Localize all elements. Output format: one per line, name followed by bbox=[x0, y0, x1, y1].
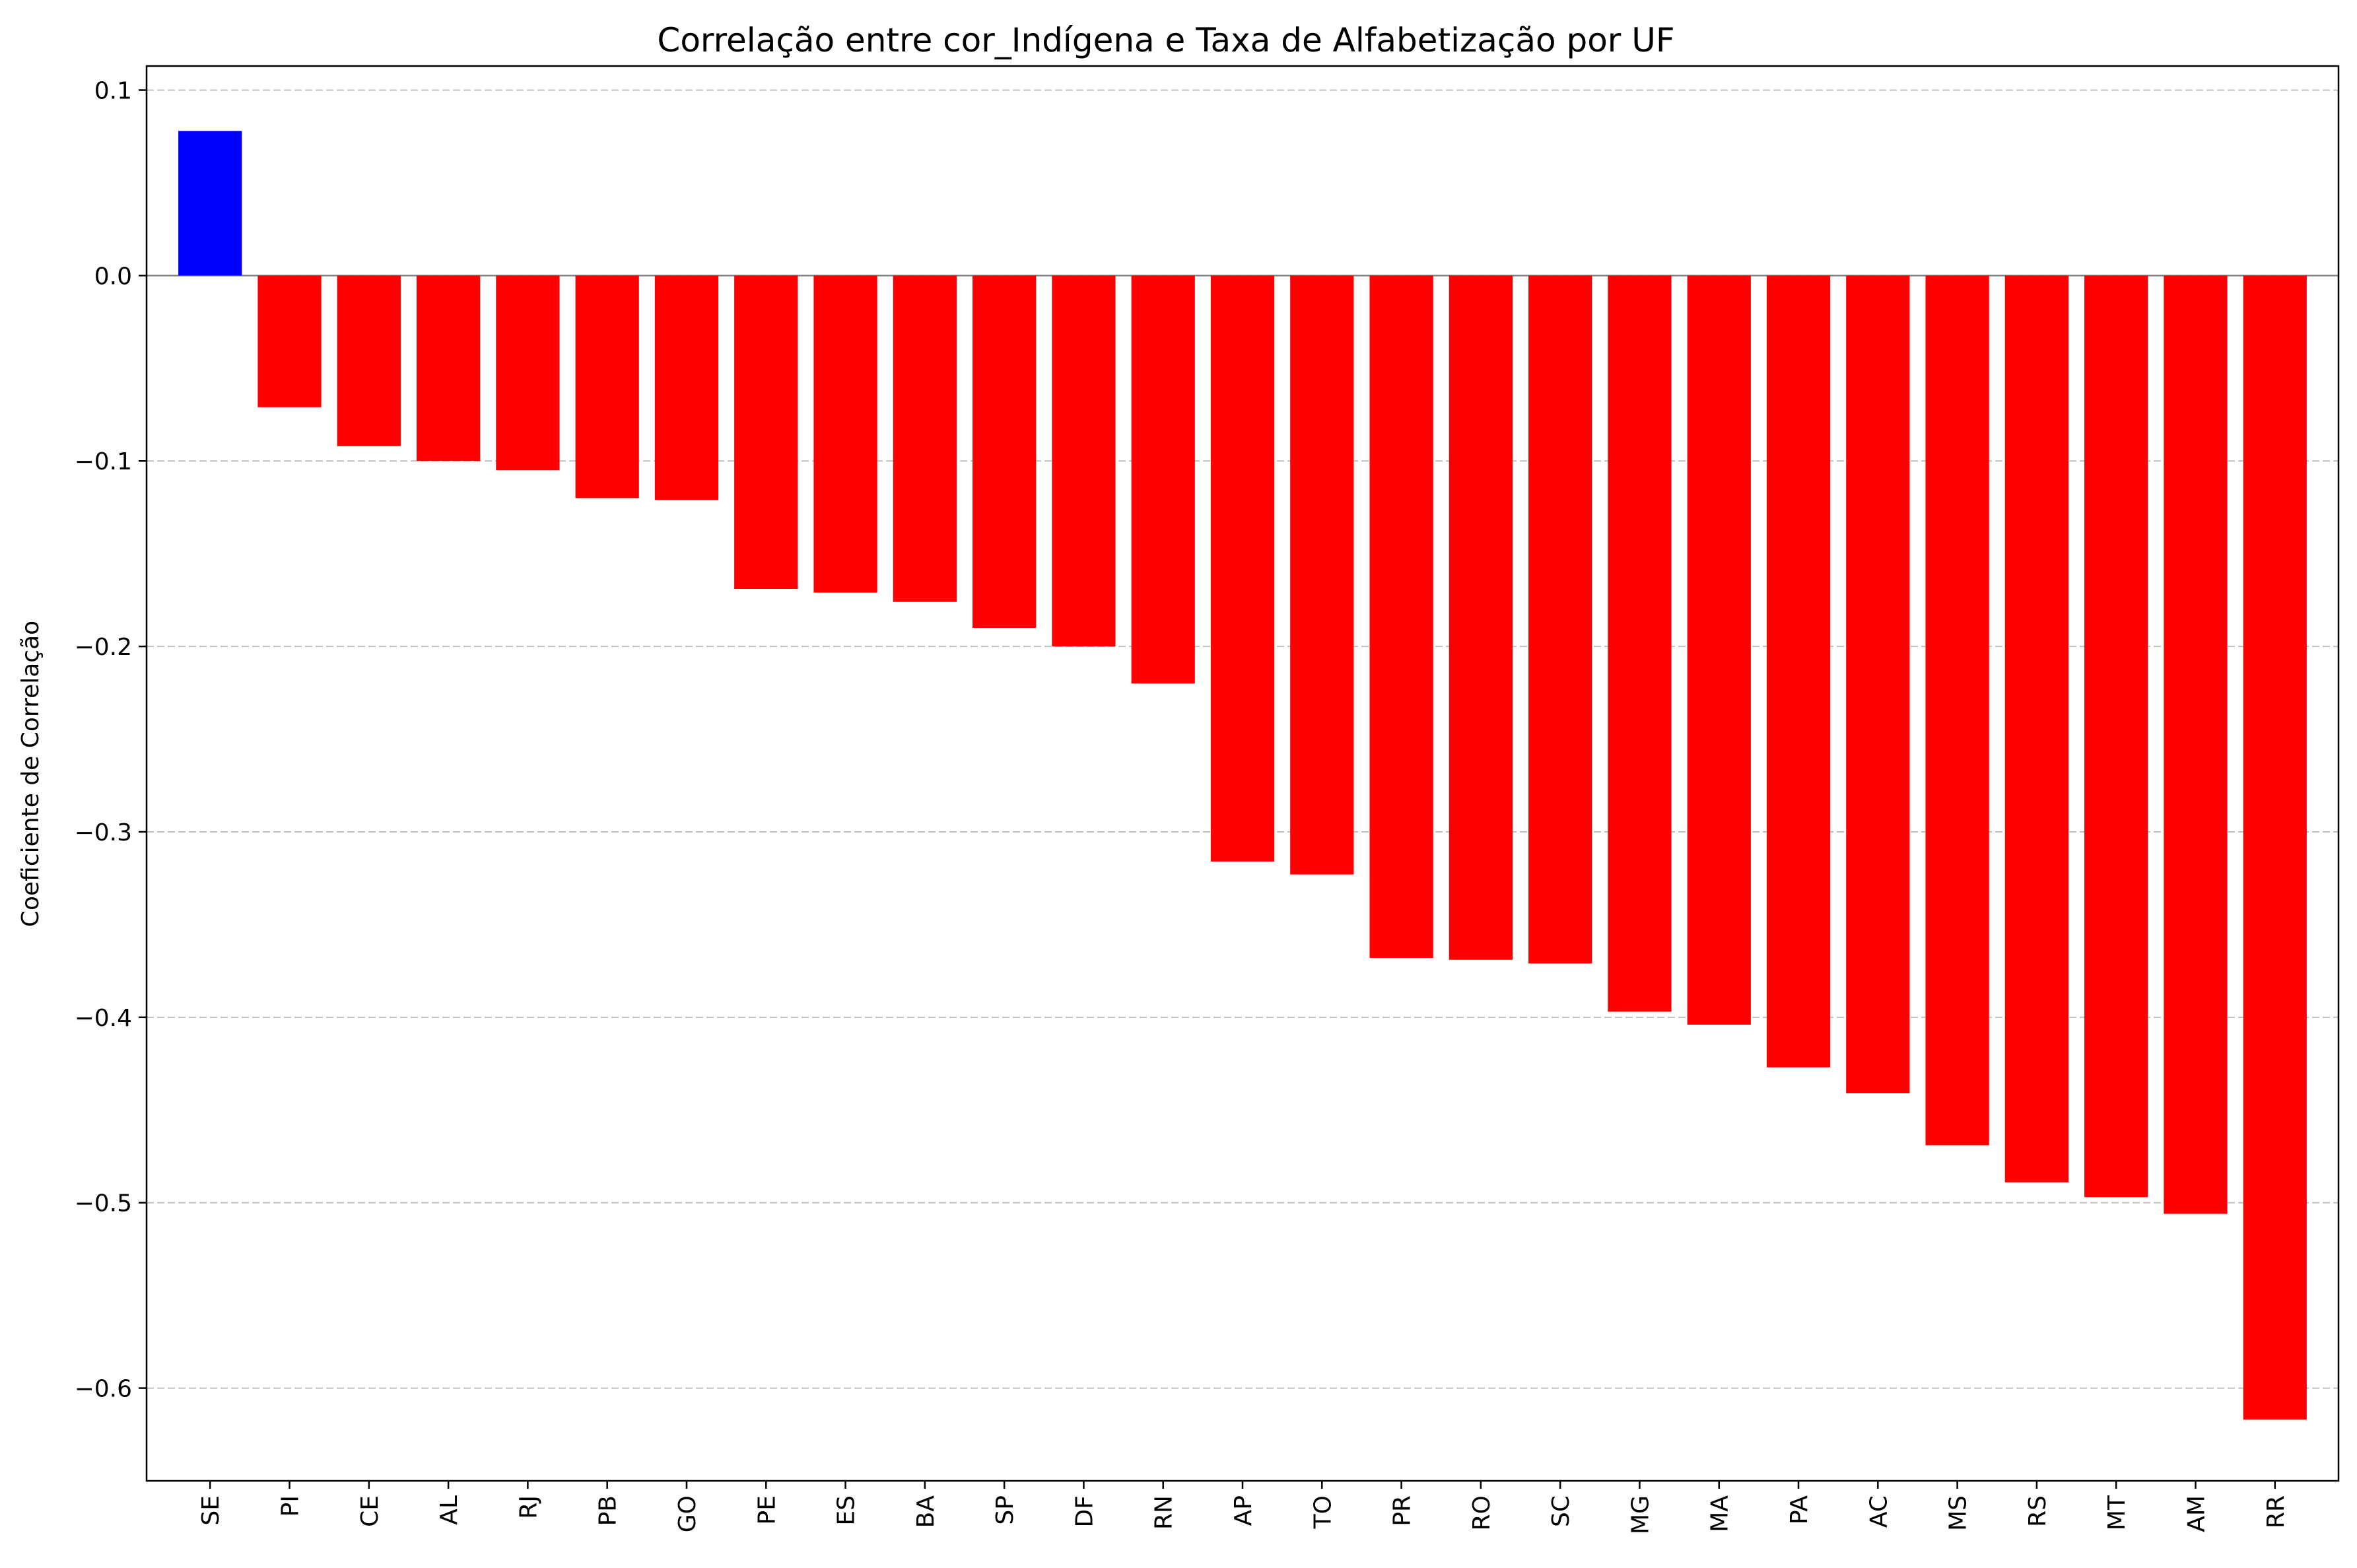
y-tick-label: −0.1 bbox=[75, 448, 132, 475]
y-tick-label: −0.2 bbox=[75, 634, 132, 661]
x-tick-label: TO bbox=[1309, 1495, 1336, 1529]
x-tick-label: AL bbox=[436, 1495, 463, 1525]
x-tick-label: RR bbox=[2263, 1495, 2290, 1528]
x-tick-label: BA bbox=[912, 1495, 939, 1528]
x-tick-label: AM bbox=[2183, 1495, 2210, 1532]
bar-ce bbox=[337, 275, 401, 446]
x-tick-label: SE bbox=[197, 1495, 224, 1526]
x-tick-label: RO bbox=[1468, 1495, 1495, 1530]
x-tick-label: MG bbox=[1627, 1495, 1654, 1534]
bar-mg bbox=[1608, 275, 1672, 1012]
bar-ms bbox=[1925, 275, 1989, 1145]
bar-sc bbox=[1528, 275, 1592, 964]
bar-to bbox=[1290, 275, 1354, 875]
x-tick-label: AC bbox=[1865, 1495, 1892, 1528]
y-tick-label: −0.4 bbox=[75, 1005, 132, 1032]
bar-rj bbox=[496, 275, 560, 471]
bar-se bbox=[178, 131, 242, 276]
y-tick-label: −0.3 bbox=[75, 819, 132, 846]
x-tick-label: RS bbox=[2024, 1495, 2051, 1527]
bar-pa bbox=[1766, 275, 1831, 1068]
x-tick-label: PR bbox=[1389, 1495, 1416, 1526]
x-tick-label: MA bbox=[1707, 1495, 1734, 1532]
x-tick-label: PI bbox=[277, 1495, 304, 1517]
bar-pr bbox=[1369, 275, 1433, 958]
bars bbox=[178, 131, 2307, 1420]
x-tick-label: MS bbox=[1945, 1495, 1972, 1531]
bar-rn bbox=[1131, 275, 1195, 684]
bar-rs bbox=[2004, 275, 2069, 1182]
x-axis-ticks: SE PI CE AL RJ PB GO PE ES BA SP DF RN AP TO PR RO SC MG MA… bbox=[197, 1481, 2290, 1534]
chart-title: Correlação entre cor_Indígena e Taxa de … bbox=[657, 21, 1674, 59]
x-tick-label: PE bbox=[753, 1495, 780, 1524]
bar-al bbox=[416, 275, 481, 461]
bar-pi bbox=[257, 275, 322, 407]
y-tick-label: 0.1 bbox=[94, 78, 132, 105]
x-tick-label: PB bbox=[595, 1495, 622, 1526]
y-tick-label: −0.6 bbox=[75, 1376, 132, 1403]
plot-frame bbox=[145, 65, 2340, 1482]
x-tick-label: CE bbox=[357, 1495, 384, 1527]
bar-ac bbox=[1846, 275, 1910, 1093]
x-tick-label: SC bbox=[1548, 1495, 1575, 1527]
x-tick-label: GO bbox=[674, 1495, 701, 1532]
bar-go bbox=[654, 275, 719, 500]
bar-es bbox=[813, 275, 877, 593]
bar-am bbox=[2164, 275, 2228, 1214]
y-tick-label: 0.0 bbox=[94, 263, 132, 290]
bar-mt bbox=[2084, 275, 2148, 1198]
y-tick-label: −0.5 bbox=[75, 1190, 132, 1217]
x-tick-label: PA bbox=[1786, 1495, 1813, 1524]
bar-df bbox=[1052, 275, 1116, 647]
bar-ro bbox=[1449, 275, 1513, 960]
bar-sp bbox=[973, 275, 1037, 629]
y-axis-ticks: 0.1 0.0 −0.1 −0.2 −0.3 −0.4 −0.5 −0.6 bbox=[75, 78, 147, 1403]
x-tick-label: AP bbox=[1230, 1495, 1257, 1526]
x-tick-label: RN bbox=[1151, 1495, 1178, 1530]
bar-pe bbox=[734, 275, 798, 590]
bar-ma bbox=[1687, 275, 1751, 1025]
bar-pb bbox=[575, 275, 639, 498]
x-tick-label: ES bbox=[833, 1495, 860, 1526]
x-tick-label: SP bbox=[992, 1495, 1019, 1525]
x-tick-label: DF bbox=[1071, 1495, 1098, 1527]
bar-rr bbox=[2243, 275, 2307, 1420]
bar-ap bbox=[1210, 275, 1275, 862]
x-tick-label: MT bbox=[2103, 1495, 2131, 1530]
x-tick-label: RJ bbox=[515, 1495, 542, 1519]
bar-ba bbox=[893, 275, 957, 602]
y-axis-label: Coeficiente de Correlação bbox=[17, 621, 44, 927]
